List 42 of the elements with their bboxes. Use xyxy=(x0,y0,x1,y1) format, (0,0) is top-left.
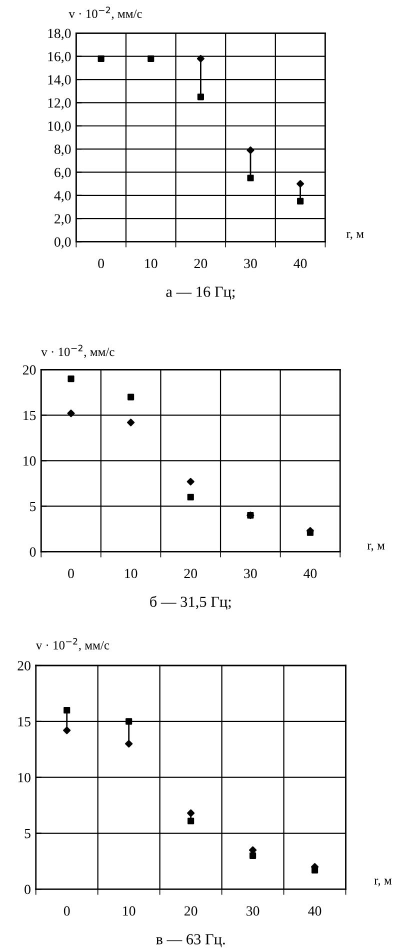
y-tick-label: 0 xyxy=(30,547,36,557)
y-tick-label: 6,0 xyxy=(54,168,71,180)
y-tick-label: 4,0 xyxy=(54,190,71,202)
y-tick-label: 10 xyxy=(24,456,36,466)
y-axis-title: v · 10$^{−2}$, мм/с xyxy=(68,6,142,20)
y-tick-label: 20 xyxy=(18,661,30,670)
y-axis-title: v · 10$^{−2}$, мм/с xyxy=(41,344,114,358)
y-tick-label: 15 xyxy=(18,717,30,726)
y-tick-label: 5 xyxy=(30,502,36,512)
x-tick-label: 10 xyxy=(123,906,136,916)
x-tick-label: 10 xyxy=(145,258,158,268)
x-tick-label: 40 xyxy=(294,258,307,268)
y-tick-label: 16,0 xyxy=(48,52,71,64)
x-tick-label: 20 xyxy=(184,568,198,578)
y-tick-label: 12,0 xyxy=(48,98,71,110)
y-tick-label: 10,0 xyxy=(48,121,71,133)
x-tick-label: 20 xyxy=(194,258,208,268)
x-tick-label: 30 xyxy=(244,568,257,578)
x-tick-label: 30 xyxy=(246,906,260,916)
x-tick-label: 0 xyxy=(98,258,104,268)
y-tick-label: 20 xyxy=(22,365,36,375)
x-axis-title: r, м xyxy=(367,544,385,552)
y-tick-label: 0 xyxy=(24,884,30,894)
x-tick-label: 10 xyxy=(125,568,138,578)
y-tick-label: 10 xyxy=(18,772,30,782)
y-tick-label: 0,0 xyxy=(54,237,71,249)
x-tick-label: 40 xyxy=(304,568,317,578)
y-axis-title: v · 10$^{−2}$, мм/с xyxy=(36,638,110,652)
x-tick-label: 40 xyxy=(308,906,322,916)
x-tick-label: 20 xyxy=(184,906,198,916)
y-tick-label: 15 xyxy=(24,410,36,420)
text: в — 63 Гц. xyxy=(156,934,225,948)
y-tick-label: 8,0 xyxy=(54,144,71,156)
y-tick-label: 5 xyxy=(24,829,30,838)
y-tick-label: 2,0 xyxy=(54,214,71,226)
y-tick-label: 14,0 xyxy=(48,75,71,86)
x-tick-label: 30 xyxy=(244,258,257,268)
x-axis-title: r, м xyxy=(374,878,392,886)
x-axis-title: r, м xyxy=(346,232,364,240)
text: а — 16 Гц; xyxy=(166,286,235,300)
text: б — 31,5 Гц; xyxy=(150,596,231,610)
y-tick-label: 18,0 xyxy=(48,28,71,40)
